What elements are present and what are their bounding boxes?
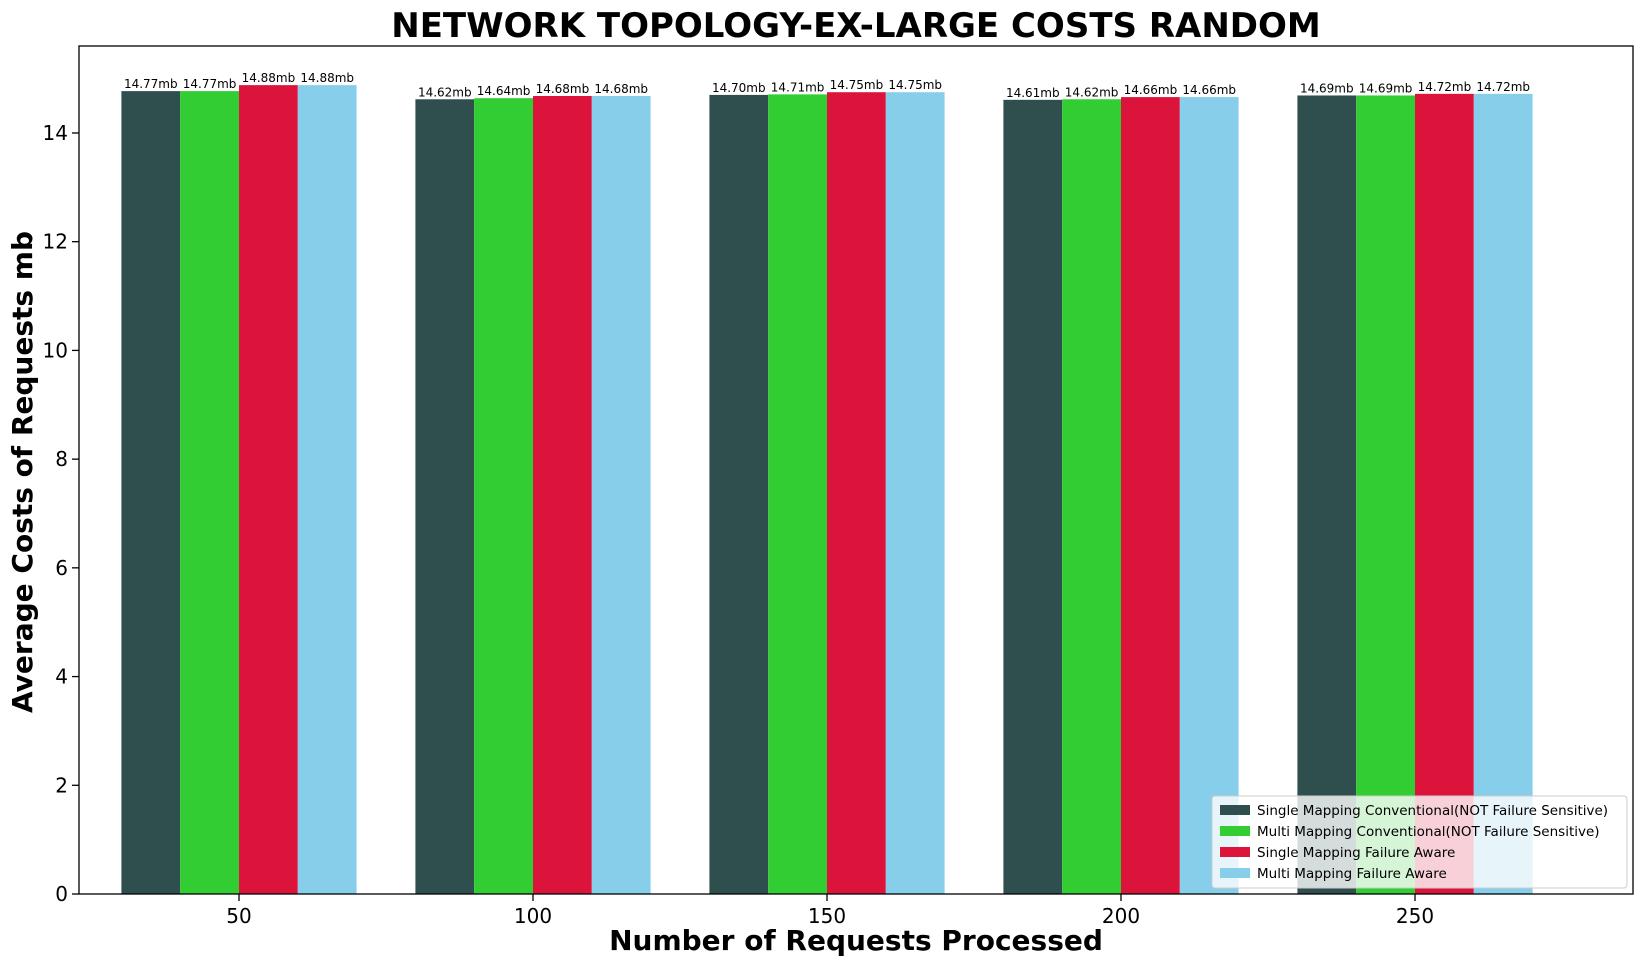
y-tick-label: 8	[55, 447, 68, 471]
legend-swatch	[1220, 847, 1250, 857]
data-label: 14.68mb	[594, 82, 648, 96]
y-tick-label: 10	[43, 338, 68, 362]
bar-series-1-250	[1297, 95, 1357, 895]
legend: Single Mapping Conventional(NOT Failure …	[1211, 795, 1628, 889]
bar-series-1-50	[121, 91, 181, 895]
data-labels-layer: 14.77mb 14.62mb 14.70mb 14.61mb 14.69mb 14.77…	[124, 71, 1530, 100]
bar-series-2-150	[768, 94, 827, 894]
bar-series-2-200	[1062, 99, 1121, 894]
data-label: 14.66mb	[1124, 83, 1178, 97]
y-tick-label: 12	[43, 230, 68, 254]
bar-series-3-50	[239, 85, 298, 894]
y-tick-label: 6	[55, 556, 68, 580]
legend-swatch	[1220, 868, 1250, 878]
data-label: 14.77mb	[183, 77, 237, 91]
data-label: 14.70mb	[712, 81, 766, 95]
legend-swatch	[1220, 805, 1250, 815]
bar-series-3-200	[1121, 97, 1180, 895]
legend-box	[1211, 795, 1628, 889]
bar-series-4-100	[591, 96, 651, 894]
data-label: 14.69mb	[1300, 81, 1354, 95]
x-tick-label: 100	[514, 904, 552, 928]
bar-series-2-50	[180, 91, 239, 895]
x-tick-label: 250	[1396, 904, 1434, 928]
bar-series-4-250	[1473, 93, 1533, 895]
bar-series-1-200	[1003, 99, 1063, 894]
chart-title: NETWORK TOPOLOGY-EX-LARGE COSTS RANDOM	[391, 6, 1321, 46]
data-label: 14.62mb	[418, 85, 472, 99]
data-label: 14.68mb	[536, 82, 590, 96]
data-label: 14.75mb	[888, 78, 942, 92]
y-axis: 0 2 4 6 8 10 12 14	[43, 121, 79, 906]
data-label: 14.61mb	[1006, 86, 1060, 100]
plot-frame	[78, 45, 1634, 895]
x-tick-label: 50	[226, 904, 251, 928]
data-label: 14.71mb	[771, 80, 825, 94]
bar-series-4-200	[1179, 97, 1239, 895]
y-tick-label: 2	[55, 773, 68, 797]
legend-entry: Multi Mapping Failure Aware	[1257, 866, 1447, 882]
bar-series-1-100	[415, 99, 475, 894]
bar-series-2-250	[1356, 95, 1415, 895]
legend-entry: Multi Mapping Conventional(NOT Failure S…	[1257, 824, 1600, 840]
data-label: 14.72mb	[1476, 80, 1530, 94]
data-label: 14.77mb	[124, 77, 178, 91]
data-label: 14.88mb	[242, 71, 296, 85]
x-tick-label: 200	[1102, 904, 1140, 928]
data-label: 14.62mb	[1065, 85, 1119, 99]
legend-swatch	[1220, 826, 1250, 836]
bar-series-1-150	[709, 94, 769, 895]
legend-entry: Single Mapping Conventional(NOT Failure …	[1257, 803, 1608, 819]
y-tick-label: 4	[55, 665, 68, 689]
bar-series-4-50	[297, 85, 357, 894]
data-label: 14.72mb	[1418, 80, 1472, 94]
data-label: 14.88mb	[300, 71, 354, 85]
y-tick-label: 0	[55, 882, 68, 906]
bar-series-3-250	[1415, 93, 1474, 895]
bars-layer	[121, 85, 1533, 895]
data-label: 14.75mb	[830, 78, 884, 92]
bar-series-3-100	[533, 96, 592, 894]
bar-series-4-150	[885, 92, 945, 894]
y-tick-label: 14	[43, 121, 68, 145]
bar-series-3-150	[827, 92, 886, 894]
data-label: 14.69mb	[1359, 81, 1413, 95]
data-label: 14.66mb	[1182, 83, 1236, 97]
x-tick-label: 150	[808, 904, 846, 928]
data-label: 14.64mb	[477, 84, 531, 98]
bar-series-2-100	[474, 98, 533, 895]
x-axis-label: Number of Requests Processed	[609, 924, 1103, 957]
legend-entry: Single Mapping Failure Aware	[1257, 845, 1455, 861]
x-axis: 50 100 150 200 250	[226, 894, 1434, 928]
y-axis-label: Average Costs of Requests mb	[6, 231, 39, 713]
